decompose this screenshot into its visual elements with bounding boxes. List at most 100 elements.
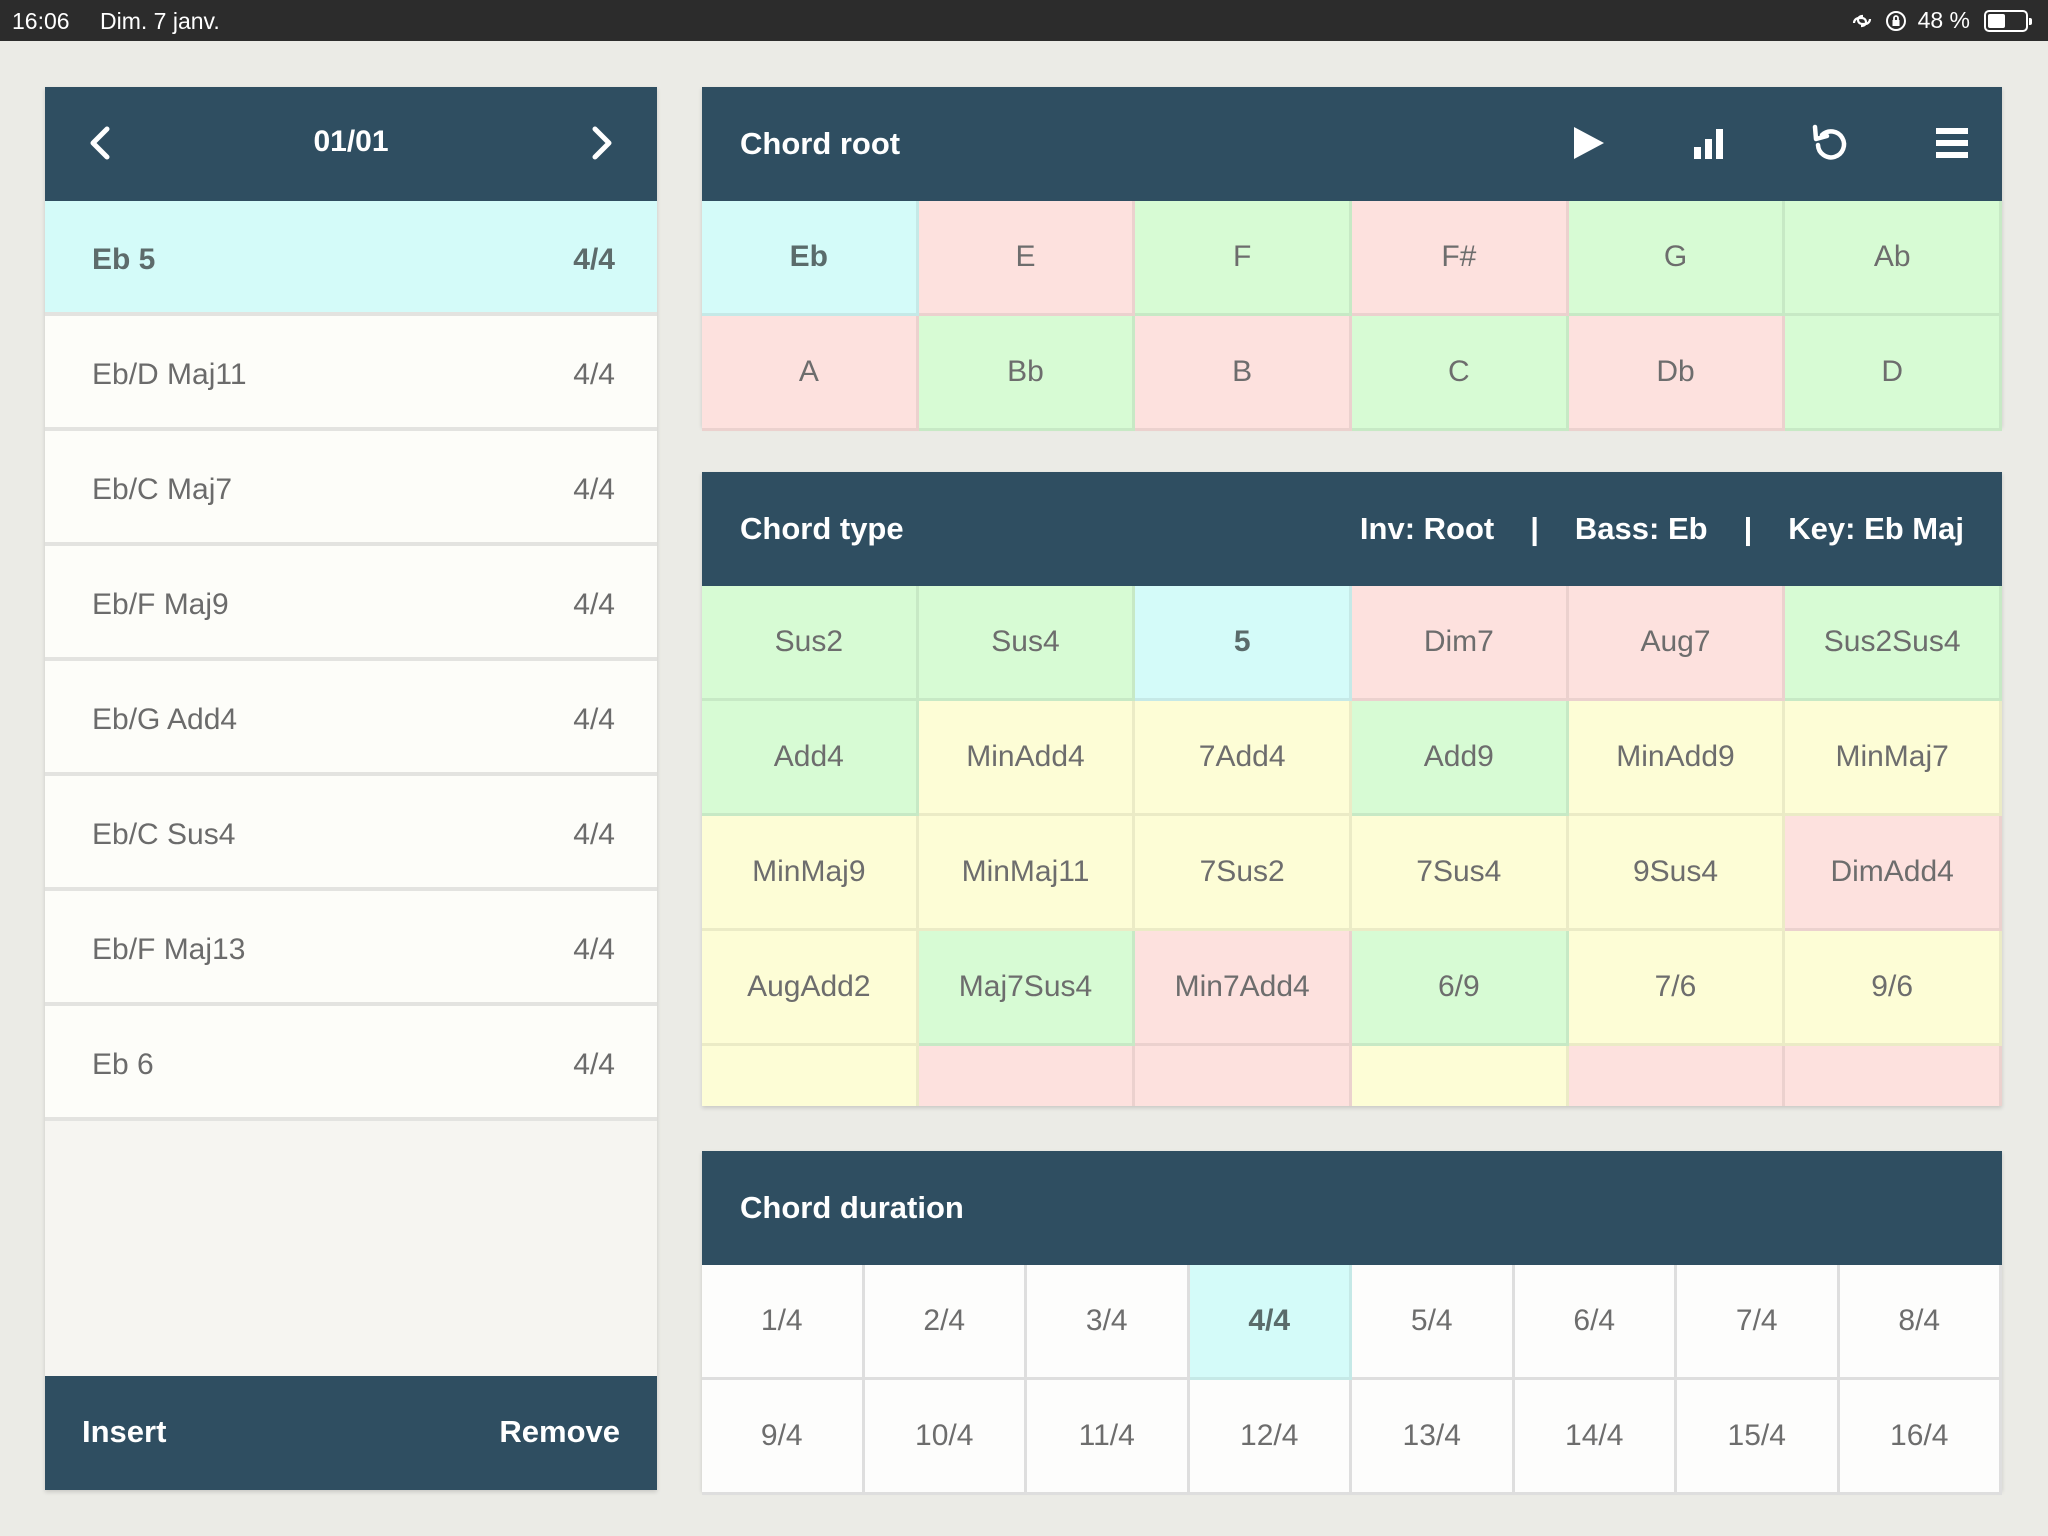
root-note-f[interactable]: F — [1135, 201, 1352, 316]
chord-info: Inv: Root | Bass: Eb | Key: Eb Maj — [1360, 511, 1964, 547]
chord-type-option[interactable]: Sus2 — [702, 586, 919, 701]
chord-name: Eb/G Add4 — [92, 703, 238, 736]
status-time: 16:06 — [12, 8, 70, 34]
duration-option[interactable]: 11/4 — [1027, 1380, 1190, 1495]
link-icon — [1850, 9, 1874, 33]
chord-sequence-panel: 01/01 Eb 5 4/4 Eb/D Maj11 4/4 Eb/C Maj7 4/4 Eb… — [45, 87, 657, 1490]
chord-type-option[interactable]: 7/6 — [1568, 931, 1786, 1046]
chord-list-item[interactable]: Eb/G Add4 4/4 — [45, 661, 657, 776]
chord-type-option[interactable]: Dim7 — [1352, 586, 1569, 701]
duration-option[interactable]: 8/4 — [1839, 1265, 2002, 1380]
chord-type-title: Chord type — [740, 511, 904, 546]
chord-type-option[interactable]: MinMaj9 — [702, 816, 919, 931]
root-note-a[interactable]: A — [702, 316, 919, 431]
chord-type-option[interactable]: 6/9 — [1352, 931, 1569, 1046]
chord-list-item[interactable]: Eb 6 4/4 — [45, 1006, 657, 1121]
chord-type-option[interactable]: 7(b5) — [1785, 1046, 2002, 1106]
duration-option[interactable]: 3/4 — [1027, 1265, 1190, 1380]
info-separator: | — [1530, 511, 1539, 546]
stats-button[interactable] — [1680, 113, 1736, 173]
chord-name: Eb 6 — [92, 1048, 154, 1081]
chord-list-item[interactable]: Eb/F Maj9 4/4 — [45, 546, 657, 661]
chord-name: Eb/C Maj7 — [92, 473, 233, 506]
chord-type-option[interactable]: 9/6 — [1785, 931, 2002, 1046]
duration-option[interactable]: 9/4 — [702, 1380, 865, 1495]
duration-option[interactable]: 7/4 — [1677, 1265, 1840, 1380]
duration-option[interactable]: 6/4 — [1514, 1265, 1677, 1380]
chord-list-item[interactable]: Eb/F Maj13 4/4 — [45, 891, 657, 1006]
root-note-g[interactable]: G — [1568, 201, 1786, 316]
status-date: Dim. 7 janv. — [100, 8, 220, 34]
root-note-e[interactable]: E — [918, 201, 1136, 316]
duration-option[interactable]: 5/4 — [1352, 1265, 1515, 1380]
next-page-button[interactable] — [573, 115, 629, 171]
chord-type-option[interactable]: 7Add4 — [1135, 701, 1352, 816]
root-note-eb[interactable]: Eb — [702, 201, 919, 316]
chord-name: Eb/F Maj9 — [92, 588, 229, 621]
duration-option[interactable]: 13/4 — [1352, 1380, 1515, 1495]
root-note-d[interactable]: D — [1785, 316, 2002, 431]
chord-type-option[interactable]: MinAdd9 — [1568, 701, 1786, 816]
root-note-c[interactable]: C — [1352, 316, 1569, 431]
bass-label[interactable]: Bass: Eb — [1574, 511, 1708, 546]
chord-type-option[interactable]: AugAdd2 — [702, 931, 919, 1046]
duration-option[interactable]: 10/4 — [864, 1380, 1027, 1495]
chord-root-header: Chord root — [702, 87, 2002, 201]
chord-type-option[interactable]: MinAdd4 — [918, 701, 1136, 816]
duration-option[interactable]: 16/4 — [1839, 1380, 2002, 1495]
menu-button[interactable] — [1924, 113, 1980, 173]
chord-type-panel: Chord type Inv: Root | Bass: Eb | Key: E… — [702, 472, 2002, 1106]
chevron-right-icon — [592, 126, 612, 160]
chord-type-option[interactable]: 5 — [1135, 586, 1352, 701]
chord-type-option[interactable]: 9Sus4 — [1568, 816, 1786, 931]
chord-type-option[interactable]: Aug7 — [1568, 586, 1786, 701]
chord-type-option[interactable]: DimAdd4 — [1785, 816, 2002, 931]
previous-page-button[interactable] — [73, 115, 129, 171]
chord-duration-header: Chord duration — [702, 1151, 2002, 1265]
chord-type-option[interactable]: Maj7Sus4 — [918, 931, 1136, 1046]
page-indicator: 01/01 — [313, 125, 389, 158]
chord-type-option[interactable]: Sus2Sus4 — [1785, 586, 2002, 701]
duration-option[interactable]: 1/4 — [702, 1265, 865, 1380]
rotation-lock-icon — [1884, 9, 1908, 33]
chord-list-item[interactable]: Eb/C Sus4 4/4 — [45, 776, 657, 891]
chord-type-option[interactable]: Min7(b5) — [1568, 1046, 1786, 1106]
chord-type-option[interactable]: MinMaj7 — [1785, 701, 2002, 816]
play-button[interactable] — [1558, 113, 1614, 173]
duration-option[interactable]: 12/4 — [1189, 1380, 1352, 1495]
duration-option[interactable]: 4/4 — [1189, 1265, 1352, 1380]
chord-type-option[interactable]: Min(#5) — [1135, 1046, 1352, 1106]
battery-fill — [1988, 13, 2006, 28]
bar-chart-icon — [1694, 129, 1723, 159]
undo-icon — [1812, 124, 1847, 160]
chord-type-option[interactable]: 7Sus4 — [1352, 816, 1569, 931]
chord-type-option[interactable]: Add9 — [1352, 701, 1569, 816]
chord-type-option[interactable]: MinMaj11 — [918, 816, 1136, 931]
chord-list-item[interactable]: Eb 5 4/4 — [45, 201, 657, 316]
chord-list-item[interactable]: Eb/D Maj11 4/4 — [45, 316, 657, 431]
chord-type-option[interactable]: Min7Add4 — [1135, 931, 1352, 1046]
root-note-b[interactable]: B — [1135, 316, 1352, 431]
key-label[interactable]: Key: Eb Maj — [1788, 511, 1964, 546]
chord-type-option[interactable]: Maj(b5) — [702, 1046, 919, 1106]
chord-type-header: Chord type Inv: Root | Bass: Eb | Key: E… — [702, 472, 2002, 586]
chord-type-option[interactable]: Maj7(b5) — [1352, 1046, 1569, 1106]
chord-list-item[interactable]: Eb/C Maj7 4/4 — [45, 431, 657, 546]
chord-type-option[interactable]: Sus4 — [918, 586, 1136, 701]
root-note-bb[interactable]: Bb — [918, 316, 1136, 431]
chord-type-option[interactable]: 7Sus2 — [1135, 816, 1352, 931]
chord-type-grid[interactable]: Sus2 Sus4 5 Dim7 Aug7 Sus2Sus4 Add4 MinAdd4 7Add… — [702, 586, 2002, 1106]
duration-option[interactable]: 14/4 — [1514, 1380, 1677, 1495]
root-note-db[interactable]: Db — [1568, 316, 1786, 431]
duration-option[interactable]: 2/4 — [864, 1265, 1027, 1380]
undo-button[interactable] — [1802, 113, 1858, 173]
root-note-fsharp[interactable]: F# — [1352, 201, 1569, 316]
insert-button[interactable]: Insert — [82, 1414, 167, 1449]
duration-option[interactable]: 15/4 — [1677, 1380, 1840, 1495]
remove-button[interactable]: Remove — [499, 1414, 620, 1449]
chord-type-option[interactable]: Min(b5) — [918, 1046, 1136, 1106]
root-note-ab[interactable]: Ab — [1785, 201, 2002, 316]
chord-type-option[interactable]: Add4 — [702, 701, 919, 816]
chord-duration: 4/4 — [573, 703, 615, 736]
inversion-label[interactable]: Inv: Root — [1359, 511, 1495, 546]
